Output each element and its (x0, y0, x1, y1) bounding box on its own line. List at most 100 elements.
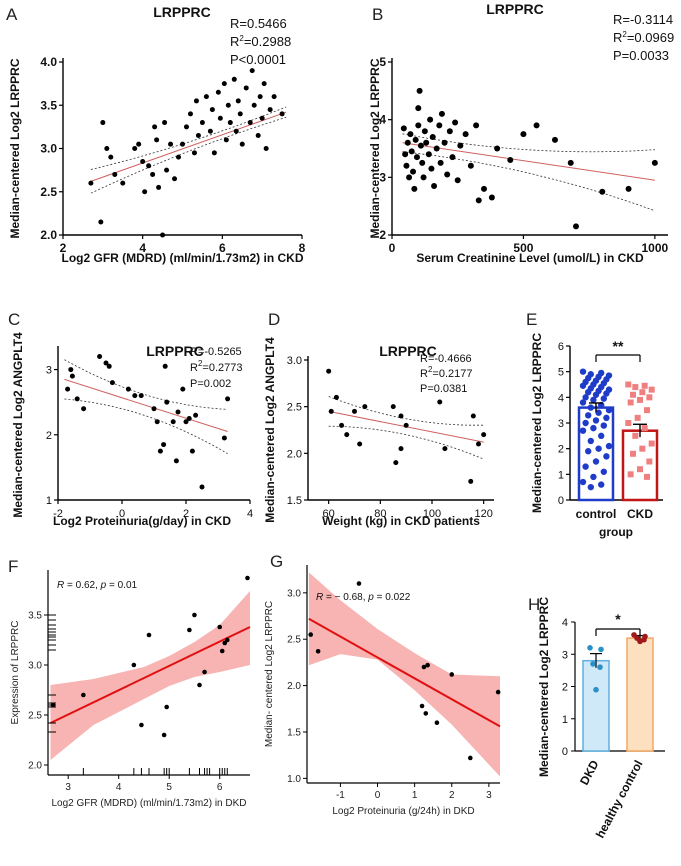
y-tick-label: 1.5 (287, 495, 302, 507)
panel-letter: C (8, 310, 20, 329)
data-point (444, 171, 451, 178)
data-point (267, 107, 273, 113)
y-axis-label: Median- centered Log2 LRPPRC (264, 601, 275, 747)
stat-3: P=0.002 (190, 378, 231, 390)
y-axis-label: Median-centered Log2 LRPPRC (368, 58, 382, 238)
data-point (271, 94, 277, 100)
data-point (627, 399, 634, 406)
y-tick-label: 2 (46, 430, 52, 442)
x-tick-label: 2 (183, 508, 189, 520)
panel-letter: F (8, 557, 18, 576)
data-point (400, 125, 407, 132)
confidence-band (308, 572, 500, 777)
x-tick-label: 60 (323, 508, 335, 520)
data-point (88, 180, 94, 186)
x-axis-label: Log2 Proteinuria (g/24h) in DKD (332, 806, 474, 817)
data-point (231, 76, 237, 82)
y-tick-label: 2.0 (28, 761, 42, 772)
data-point (199, 484, 205, 490)
y-tick-label: 3 (558, 418, 564, 430)
data-point (168, 141, 174, 147)
ci-lower-curve (402, 151, 656, 212)
data-point (97, 354, 103, 360)
significance-marker: * (615, 611, 621, 627)
data-point (646, 458, 653, 465)
data-point (644, 407, 651, 414)
x-tick-label: 80 (374, 508, 386, 520)
data-point (427, 116, 434, 123)
bar-healthy-control (626, 637, 654, 752)
data-point (579, 368, 587, 375)
data-point (180, 386, 186, 392)
data-point (592, 458, 600, 465)
data-point (582, 419, 589, 427)
y-tick-label: 4.0 (40, 55, 57, 69)
data-point (425, 151, 432, 158)
data-point (648, 386, 655, 393)
data-point (193, 412, 199, 418)
data-point (263, 146, 269, 151)
data-point (420, 174, 427, 181)
data-point (199, 120, 205, 126)
data-point (257, 94, 263, 100)
plot-title: LRPPRC (153, 4, 211, 20)
data-point (225, 396, 231, 402)
data-point (131, 662, 137, 668)
x-tick-label: 8 (299, 241, 306, 255)
data-point (139, 722, 144, 728)
y-axis-label: Median-centered Log2 ANGPLT4 (11, 332, 25, 518)
p-value: = 0.01 (106, 580, 137, 591)
stat-2: R2=0.0969 (613, 30, 674, 45)
y-axis-label: Median-centered Log2 ANGPLT4 (263, 337, 277, 523)
data-point (239, 141, 245, 147)
data-point (436, 122, 443, 129)
data-point (507, 157, 514, 164)
y-tick-label: 3.5 (28, 611, 42, 622)
ci-upper-curve (64, 359, 228, 410)
panel-a: A LRPPRC 2 4 6 8 2.0 2.5 3.0 3.5 4.0 Log2 GFR (MDRD… (6, 4, 306, 265)
data-point (599, 188, 606, 195)
data-point (592, 417, 600, 424)
y-tick-label: 2.5 (287, 402, 302, 414)
data-point (629, 391, 636, 398)
ci-lower-curve (328, 425, 484, 460)
data-point (423, 139, 430, 146)
superscript-2: 2 (428, 365, 433, 374)
y-tick-label: 1.0 (287, 774, 301, 785)
data-point (637, 396, 643, 403)
data-point (81, 406, 87, 412)
x-tick-label: 500 (513, 241, 533, 255)
ci-lower-curve (90, 116, 287, 194)
x-axis-label: Log2 Proteinuria(g/day) in CKD (53, 514, 231, 528)
data-point (81, 692, 86, 698)
data-point (421, 128, 428, 135)
data-point (140, 158, 146, 164)
p-label: p (100, 580, 107, 591)
data-point (279, 111, 285, 117)
plot-title: LRPPRC (486, 1, 544, 17)
data-point (632, 432, 639, 439)
data-point (187, 627, 192, 633)
data-point (247, 120, 253, 126)
stat-2: R2=0.2177 (420, 365, 472, 380)
data-point (646, 394, 653, 401)
data-point (582, 394, 589, 401)
y-tick-label: 4 (562, 617, 568, 629)
y-tick-label: 3.5 (40, 98, 57, 112)
x-tick-label: 6 (217, 782, 223, 793)
data-point (74, 396, 80, 402)
ci-upper-curve (90, 106, 287, 170)
data-point (412, 136, 419, 143)
r-value: = 0.62, (64, 580, 100, 591)
data-point (217, 115, 223, 121)
data-point (407, 131, 414, 138)
data-point (415, 122, 422, 129)
data-point (109, 380, 115, 386)
data-point (154, 137, 160, 143)
data-point (441, 139, 448, 146)
data-point (192, 612, 197, 618)
data-point (104, 146, 110, 151)
data-point (222, 640, 228, 646)
data-point (481, 185, 487, 192)
data-point (593, 686, 599, 693)
